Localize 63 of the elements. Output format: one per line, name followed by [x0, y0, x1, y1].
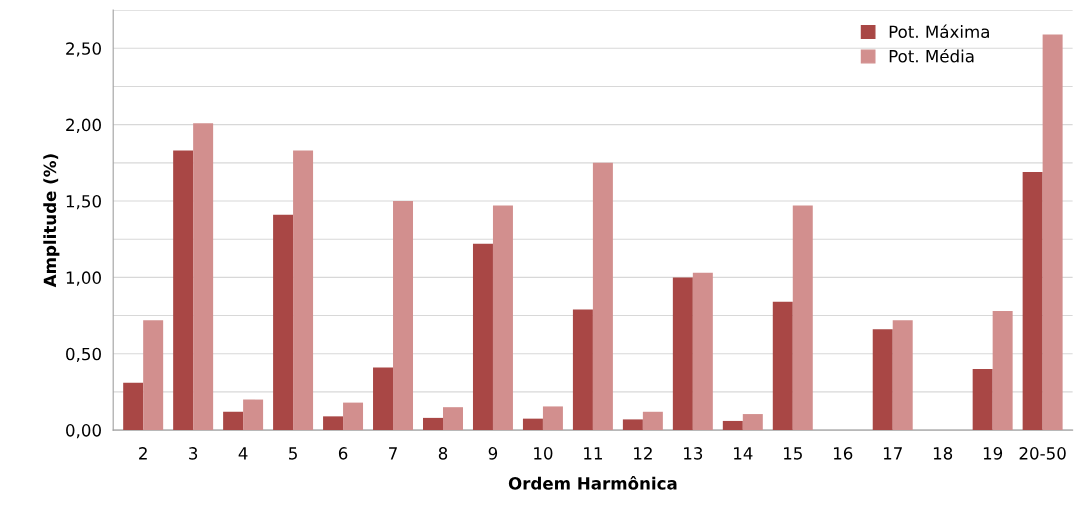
bar — [323, 416, 344, 431]
legend-label: Pot. Máxima — [889, 24, 989, 39]
bar — [273, 214, 294, 431]
x-tick-label: 13 — [684, 447, 703, 460]
x-tick-label: 6 — [338, 447, 348, 460]
x-tick-label: 8 — [438, 447, 448, 460]
bar — [742, 414, 763, 431]
x-tick-label: 10 — [534, 447, 553, 460]
x-tick-label: 12 — [634, 447, 652, 460]
bar — [243, 399, 264, 431]
x-tick-label: 14 — [734, 447, 753, 460]
y-tick-label: 1,00 — [66, 271, 101, 286]
bar — [692, 272, 713, 431]
x-tick-label: 20-50 — [1019, 447, 1066, 460]
legend-label: Pot. Média — [889, 48, 974, 63]
bar — [123, 382, 144, 431]
bar — [373, 367, 394, 431]
bar — [572, 309, 593, 431]
x-tick-label: 9 — [488, 447, 498, 460]
y-tick-label: 0,00 — [66, 424, 101, 439]
bar — [193, 123, 214, 431]
x-tick-label: 18 — [933, 447, 953, 460]
bar — [1022, 172, 1043, 431]
bar — [393, 201, 414, 431]
x-tick-label: 4 — [238, 447, 248, 460]
x-tick-label: 16 — [833, 447, 853, 460]
x-tick-label: 5 — [289, 447, 297, 460]
bar — [892, 320, 913, 431]
bar — [672, 277, 693, 431]
x-tick-label: 17 — [883, 447, 902, 460]
bar — [442, 407, 463, 431]
bar — [592, 162, 613, 431]
bar — [143, 320, 164, 431]
y-tick-label: 1,50 — [66, 194, 101, 210]
bar — [522, 418, 543, 431]
y-axis-title: Amplitude (%) — [43, 154, 60, 288]
bar — [173, 150, 194, 431]
bar — [722, 420, 743, 431]
bar — [622, 419, 643, 431]
bar — [772, 301, 793, 431]
x-tick-label: 7 — [389, 447, 397, 460]
bar — [992, 310, 1013, 431]
y-tick-label: 2,00 — [66, 118, 101, 133]
bar — [423, 417, 443, 431]
x-tick-label: 11 — [584, 447, 602, 460]
bar — [792, 205, 813, 431]
bar — [492, 205, 513, 431]
bar — [1042, 34, 1063, 431]
x-axis-title: Ordem Harmônica — [508, 476, 677, 490]
bar — [972, 369, 993, 431]
bar — [642, 411, 663, 431]
x-tick-label: 19 — [983, 447, 1003, 460]
x-tick-label: 3 — [189, 447, 198, 460]
bar — [293, 150, 314, 431]
bar — [542, 406, 563, 431]
y-tick-label: 2,50 — [66, 42, 101, 57]
bar — [223, 411, 244, 431]
bar — [343, 402, 364, 431]
x-tick-label: 2 — [139, 447, 147, 460]
x-tick-label: 15 — [784, 447, 802, 460]
y-tick-label: 0,50 — [66, 347, 101, 363]
bar — [872, 329, 893, 431]
bar — [472, 243, 493, 431]
